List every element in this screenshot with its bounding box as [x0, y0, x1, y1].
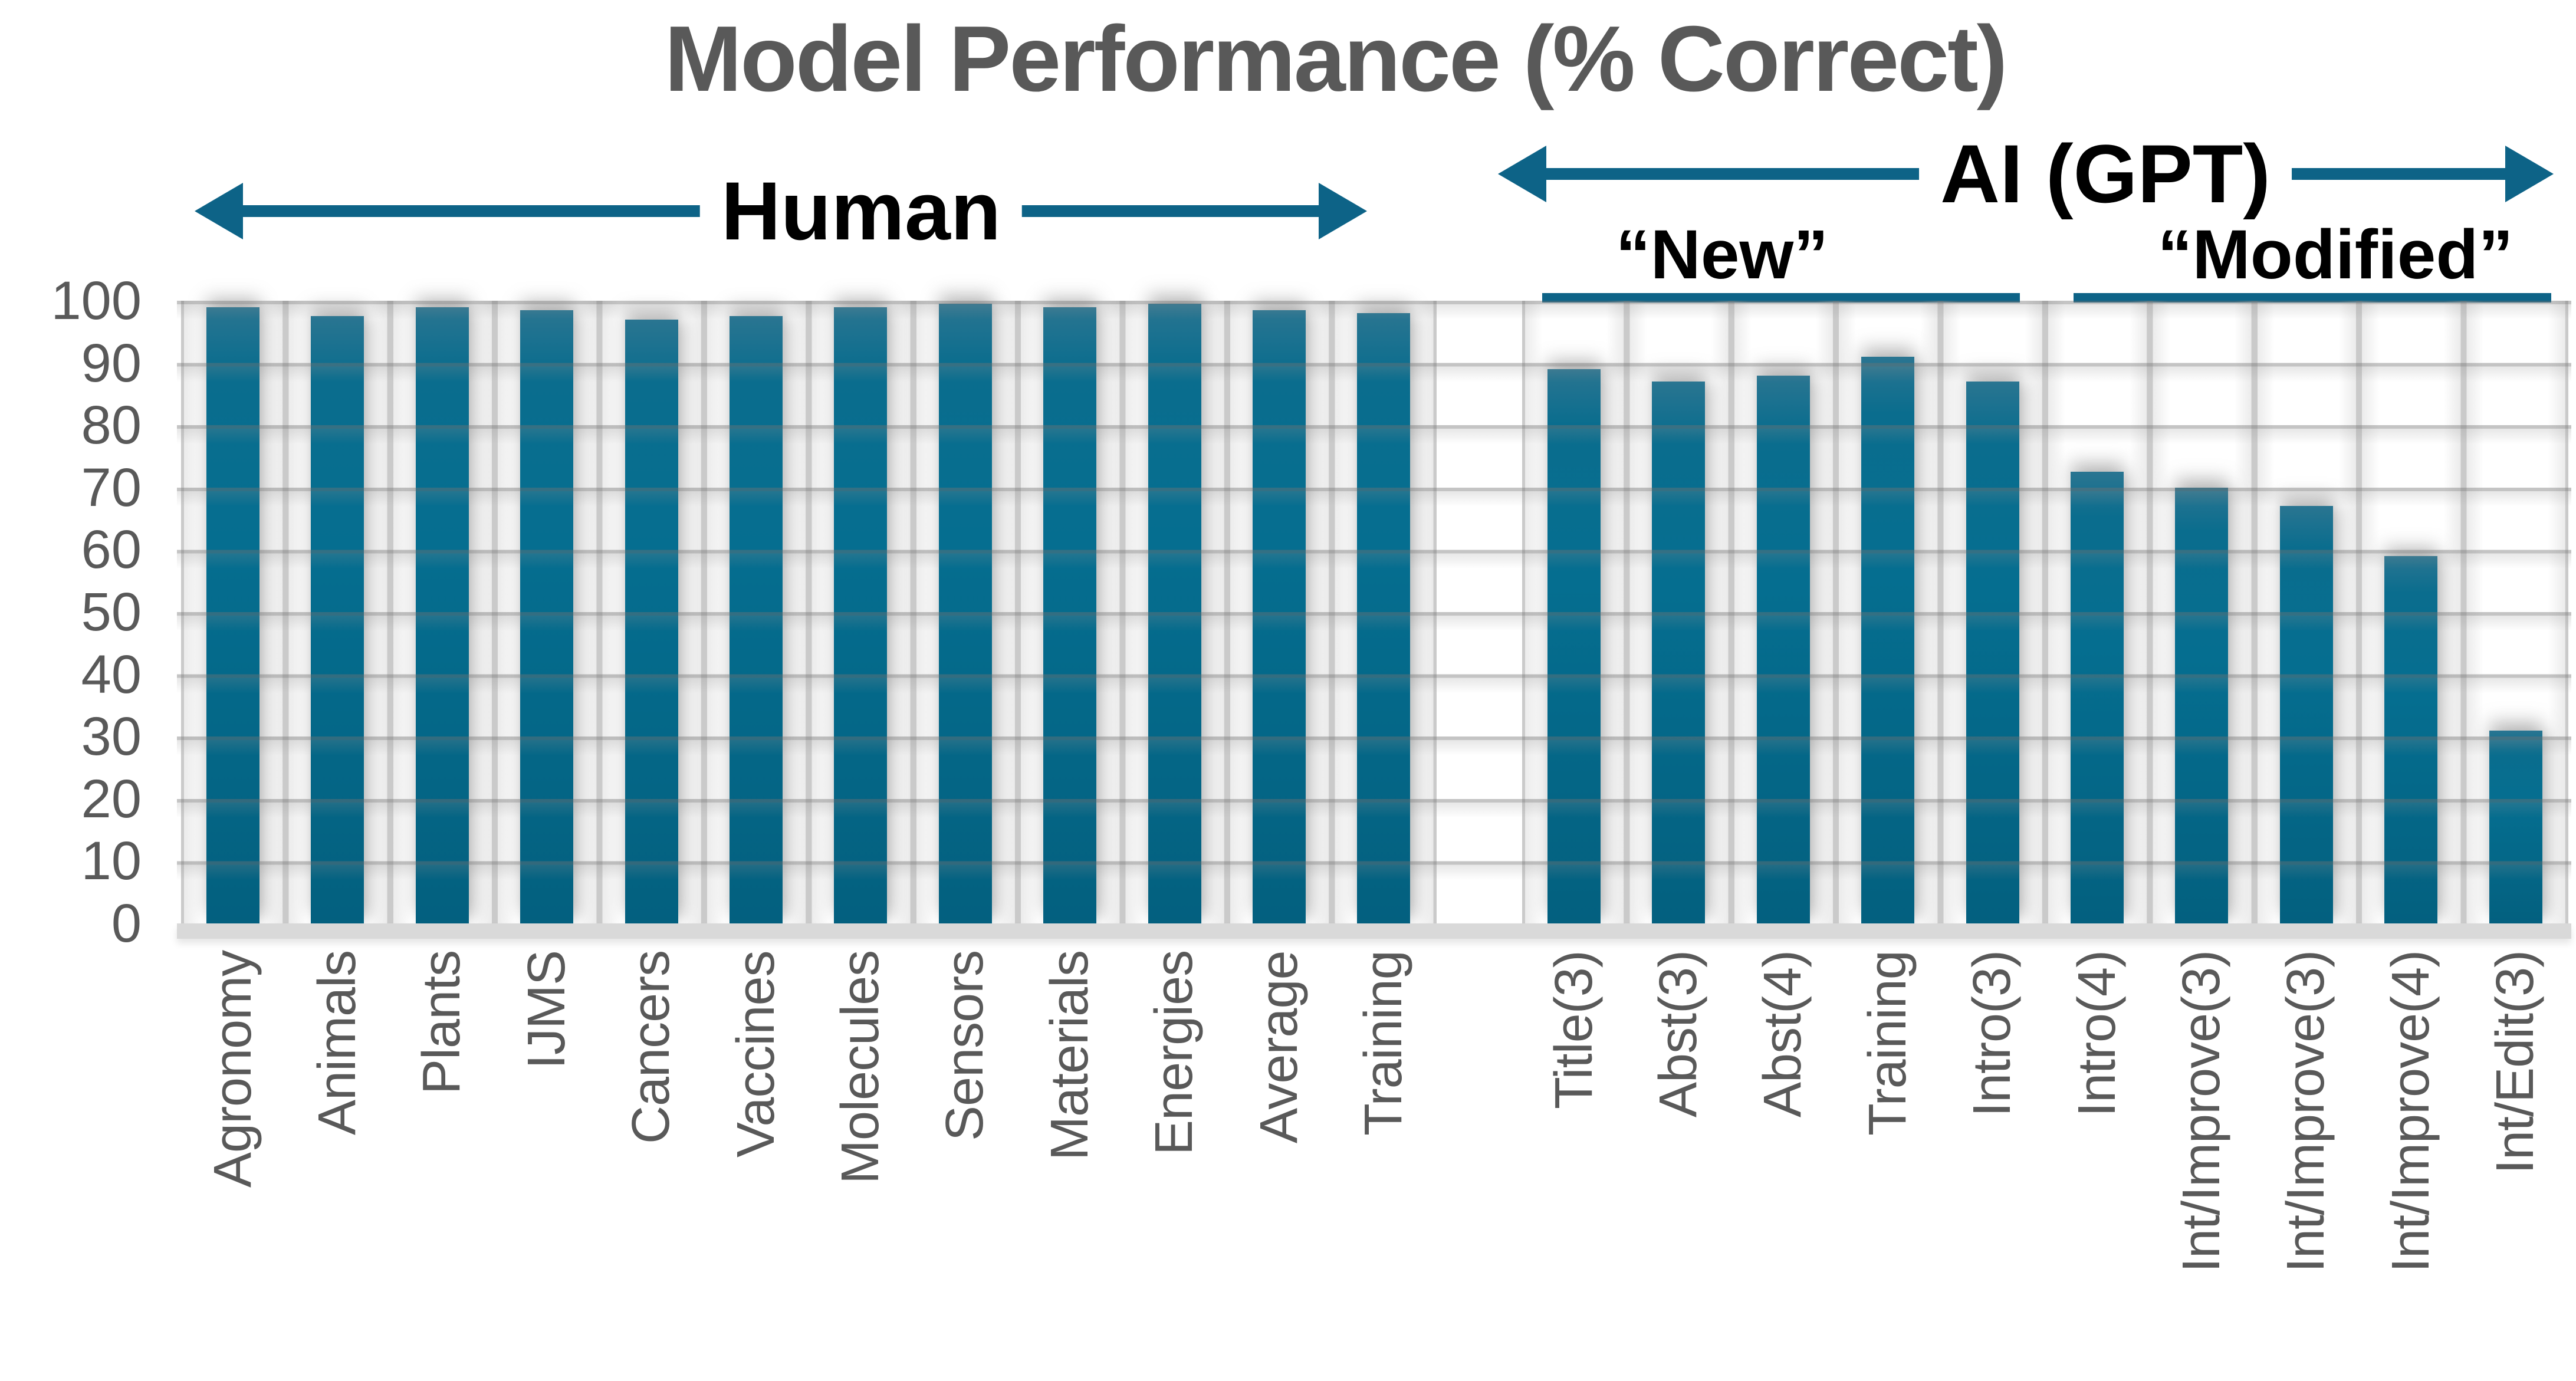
- bar-vaccines: [730, 316, 783, 923]
- bar-abst-4-: [1756, 376, 1810, 923]
- y-axis-tick-label: 40: [81, 644, 142, 705]
- x-axis-category-label: Cancers: [622, 951, 681, 1145]
- ai-range-arrow: AI (GPT): [1498, 126, 2554, 222]
- x-axis-category-label: Sensors: [935, 951, 995, 1142]
- x-axis-category-label: Abst(4): [1753, 951, 1813, 1118]
- y-axis-tick-label: 90: [81, 333, 142, 393]
- bar-int-improve-3-: [2279, 506, 2333, 923]
- x-axis-category-label: Agronomy: [203, 951, 262, 1188]
- x-axis-category-label: Energies: [1145, 951, 1204, 1156]
- bar-training: [1861, 357, 1915, 923]
- modified-subgroup-underline: [2074, 293, 2551, 302]
- human-column-shading: [181, 301, 1437, 923]
- x-axis-category-label: Training: [1353, 951, 1413, 1136]
- human-group-label: Human: [699, 163, 1023, 259]
- modified-subgroup-label: “Modified”: [2157, 216, 2513, 294]
- x-axis-category-label: Int/Improve(3): [2171, 951, 2231, 1273]
- x-axis-category-label: Training: [1858, 951, 1917, 1136]
- bar-energies: [1148, 304, 1201, 923]
- bar-plants: [415, 307, 469, 923]
- arrow-right-icon: [2505, 146, 2554, 202]
- x-axis-category-label: IJMS: [517, 951, 576, 1070]
- bar-average: [1253, 310, 1306, 923]
- x-axis-category-label: Int/Edit(3): [2486, 951, 2545, 1175]
- bar-title-3-: [1547, 369, 1601, 923]
- y-axis-tick-label: 0: [111, 893, 142, 953]
- bar-int-improve-3-: [2175, 488, 2229, 923]
- y-axis-tick-label: 10: [81, 831, 142, 892]
- bar-cancers: [625, 320, 678, 923]
- human-range-arrow: Human: [195, 163, 1367, 259]
- x-axis-category-label: Intro(3): [1963, 951, 2022, 1117]
- x-axis-category-label: Plants: [412, 951, 472, 1095]
- x-axis-category-label: Vaccines: [726, 951, 786, 1158]
- x-axis-category-label: Average: [1249, 951, 1309, 1143]
- bar-animals: [311, 316, 364, 923]
- y-axis-tick-label: 20: [81, 768, 142, 829]
- x-axis-category-label: Materials: [1040, 951, 1099, 1161]
- chart-title: Model Performance (% Correct): [664, 7, 2008, 111]
- bar-int-improve-4-: [2384, 556, 2438, 923]
- y-axis-tick-label: 30: [81, 706, 142, 767]
- x-axis-category-label: Abst(3): [1648, 951, 1708, 1118]
- arrow-right-icon: [1319, 183, 1367, 239]
- y-axis-tick-label: 80: [81, 395, 142, 456]
- y-axis-tick-label: 60: [81, 519, 142, 580]
- bar-agronomy: [206, 307, 259, 923]
- new-subgroup-underline: [1542, 293, 2020, 302]
- x-axis-category-label: Int/Improve(3): [2276, 951, 2336, 1273]
- x-axis-baseline: [177, 923, 2571, 939]
- x-axis-category-label: Title(3): [1544, 951, 1604, 1109]
- new-subgroup-label: “New”: [1615, 216, 1829, 294]
- bar-molecules: [834, 307, 888, 923]
- x-axis-category-label: Molecules: [830, 951, 890, 1185]
- bar-intro-4-: [2071, 472, 2124, 923]
- x-axis-category-label: Int/Improve(4): [2381, 951, 2440, 1273]
- bar-intro-3-: [1966, 382, 2019, 923]
- bar-sensors: [938, 304, 992, 923]
- bar-abst-3-: [1652, 382, 1706, 923]
- x-axis-category-label: Intro(4): [2067, 951, 2127, 1117]
- x-axis-category-label: Animals: [307, 951, 367, 1136]
- bar-int-edit-3-: [2489, 731, 2542, 923]
- bar-training: [1357, 313, 1411, 923]
- y-axis-tick-label: 100: [51, 271, 142, 331]
- y-axis-tick-label: 50: [81, 582, 142, 642]
- ai-group-label: AI (GPT): [1919, 126, 2292, 222]
- y-axis-tick-label: 70: [81, 457, 142, 518]
- bar-ijms: [520, 310, 574, 923]
- bar-materials: [1043, 307, 1097, 923]
